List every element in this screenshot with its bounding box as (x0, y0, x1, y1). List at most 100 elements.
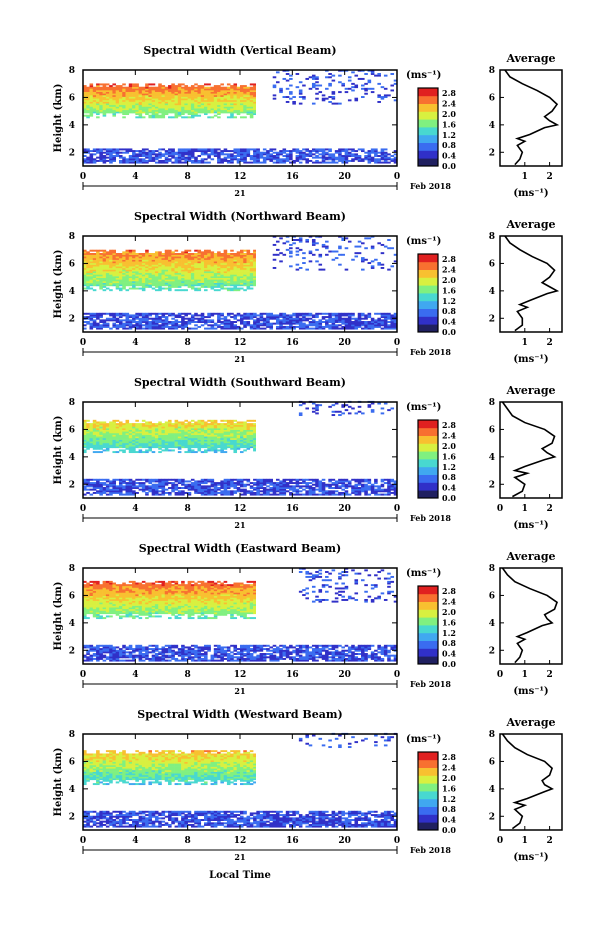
heatmap-cell (383, 314, 388, 317)
heatmap-cell (344, 321, 349, 323)
heatmap-cell (112, 98, 117, 101)
heatmap-cell (135, 316, 139, 319)
heatmap-cell (161, 327, 166, 330)
heatmap-cell (132, 88, 136, 91)
heatmap-cell (125, 282, 130, 285)
heatmap-cell (115, 282, 120, 285)
heatmap-cell (325, 148, 329, 151)
heatmap-cell (233, 256, 238, 259)
heatmap-cell (200, 251, 205, 254)
heatmap-cell (174, 267, 179, 270)
heatmap-cell (132, 156, 136, 159)
heatmap-cell (226, 436, 231, 439)
heatmap-cell (240, 429, 244, 432)
heatmap-cell (256, 151, 260, 154)
heatmap-cell (243, 86, 247, 89)
heatmap-cell (269, 325, 274, 328)
heatmap-cell (141, 106, 146, 109)
heatmap-cell (158, 90, 162, 92)
heatmap-cell (102, 257, 107, 260)
heatmap-cell (102, 262, 107, 265)
heatmap-cell (246, 426, 251, 429)
heatmap-cell (233, 432, 238, 435)
heatmap-cell (158, 267, 162, 270)
heatmap-cell (282, 316, 287, 319)
heatmap-cell (109, 90, 113, 92)
heatmap-cell (272, 97, 277, 100)
heatmap-cell (344, 325, 349, 328)
heatmap-cell (83, 280, 87, 283)
heatmap-cell (115, 314, 120, 317)
heatmap-cell (99, 493, 103, 496)
heatmap-cell (99, 314, 103, 317)
heatmap-cell (217, 98, 221, 101)
heatmap-cell (168, 159, 172, 162)
heatmap-cell (99, 101, 103, 104)
heatmap-cell (344, 159, 349, 162)
heatmap-cell (86, 488, 90, 491)
heatmap-cell (298, 325, 303, 328)
heatmap-cell (246, 253, 251, 255)
heatmap-cell (243, 88, 247, 91)
heatmap-cell (204, 451, 208, 454)
heatmap-cell (204, 88, 208, 91)
heatmap-cell (190, 262, 195, 265)
heatmap-cell (138, 271, 143, 274)
heatmap-cell (184, 96, 188, 99)
heatmap-cell (230, 431, 234, 434)
heatmap-cell (361, 257, 365, 260)
heatmap-cell (83, 86, 87, 89)
heatmap-cell (226, 155, 231, 157)
heatmap-cell (233, 327, 238, 330)
heatmap-cell (89, 113, 94, 116)
heatmap-cell (207, 90, 211, 92)
heatmap-cell (190, 261, 195, 264)
heatmap-cell (102, 249, 107, 252)
heatmap-cell (132, 319, 136, 322)
heatmap-cell (161, 431, 166, 434)
heatmap-cell (217, 444, 221, 447)
heatmap-cell (168, 111, 172, 114)
heatmap-cell (190, 316, 195, 319)
heatmap-cell (92, 428, 97, 431)
heatmap-cell (102, 490, 107, 493)
heatmap-cell (132, 447, 136, 450)
heatmap-cell (269, 150, 274, 153)
heatmap-cell (223, 93, 228, 96)
heatmap-cell (393, 322, 398, 325)
heatmap-cell (275, 248, 280, 251)
heatmap-cell (197, 257, 202, 260)
heatmap-cell (318, 327, 323, 330)
heatmap-cell (246, 150, 251, 153)
heatmap-cell (171, 109, 175, 112)
heatmap-cell (380, 322, 385, 325)
heatmap-cell (269, 156, 274, 159)
heatmap-cell (279, 252, 283, 255)
heatmap-cell (158, 94, 162, 97)
heatmap-cell (102, 101, 107, 104)
heatmap-cell (354, 156, 359, 159)
heatmap-cell (99, 327, 103, 330)
heatmap-cell (99, 93, 103, 96)
heatmap-cell (213, 274, 218, 277)
heatmap-cell (367, 237, 372, 240)
heatmap-cell (210, 86, 215, 89)
heatmap-cell (148, 104, 152, 107)
heatmap-cell (86, 261, 90, 264)
heatmap-cell (315, 321, 319, 323)
heatmap-cell (122, 423, 126, 426)
heatmap-cell (213, 257, 218, 260)
heatmap-cell (220, 426, 224, 429)
heatmap-cell (89, 429, 94, 432)
heatmap-cell (246, 266, 251, 269)
heatmap-cell (243, 449, 247, 452)
heatmap-cell (99, 482, 103, 485)
heatmap-cell (138, 321, 143, 323)
heatmap-cell (187, 274, 192, 277)
heatmap-cell (83, 159, 87, 162)
heatmap-cell (230, 426, 234, 429)
heatmap-cell (243, 289, 247, 292)
heatmap-cell (118, 86, 123, 89)
heatmap-cell (154, 88, 159, 91)
heatmap-cell (132, 153, 136, 156)
